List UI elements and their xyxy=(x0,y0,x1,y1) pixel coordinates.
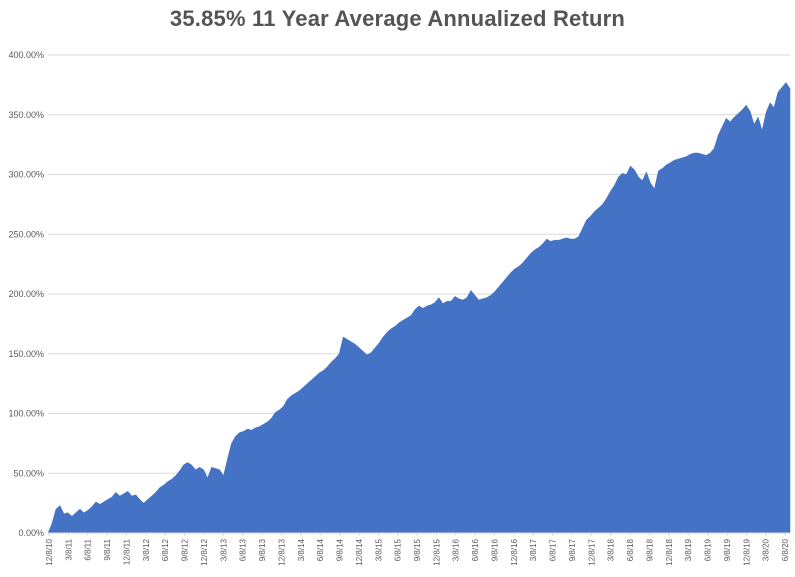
chart-title: 35.85% 11 Year Average Annualized Return xyxy=(169,6,626,31)
y-axis-tick-label: 150.00% xyxy=(8,349,44,359)
x-axis-tick-label: 12/8/15 xyxy=(432,538,441,565)
x-axis-tick-label: 3/8/19 xyxy=(684,538,693,561)
x-axis-tick-label: 9/8/13 xyxy=(258,538,267,561)
x-axis-tick-label: 9/8/16 xyxy=(490,538,499,561)
x-axis-tick-label: 3/8/18 xyxy=(607,538,616,561)
x-axis-tick-label: 9/8/15 xyxy=(413,538,422,561)
x-axis-tick-label: 12/8/11 xyxy=(122,538,131,565)
x-axis-tick-label: 3/8/11 xyxy=(64,538,73,560)
x-axis-tick-label: 6/8/14 xyxy=(316,538,325,561)
x-axis-tick-label: 12/8/17 xyxy=(587,538,596,565)
x-axis-tick-label: 6/8/13 xyxy=(239,538,248,561)
x-axis-tick-label: 12/8/12 xyxy=(200,538,209,565)
x-axis-tick-label: 6/8/18 xyxy=(626,538,635,561)
x-axis-tick-label: 9/8/14 xyxy=(336,538,345,561)
x-axis-tick-label: 6/8/15 xyxy=(394,538,403,561)
x-axis-tick-label: 6/8/11 xyxy=(84,538,93,560)
y-axis-tick-label: 350.00% xyxy=(8,110,44,120)
x-axis-tick-label: 9/8/19 xyxy=(723,538,732,561)
y-axis-tick-label: 0.00% xyxy=(18,528,44,538)
x-axis-tick-label: 3/8/16 xyxy=(452,538,461,561)
x-axis-tick-label: 12/8/19 xyxy=(742,538,751,565)
x-axis-tick-label: 6/8/20 xyxy=(781,538,790,561)
x-axis-tick-label: 12/8/18 xyxy=(665,538,674,565)
x-axis-tick-label: 3/8/14 xyxy=(297,538,306,561)
x-axis-tick-label: 12/8/16 xyxy=(510,538,519,565)
x-axis-tick-label: 12/8/13 xyxy=(277,538,286,565)
x-axis-tick-label: 9/8/11 xyxy=(103,538,112,560)
y-axis-tick-label: 200.00% xyxy=(8,289,44,299)
y-axis-tick-label: 100.00% xyxy=(8,409,44,419)
x-axis-tick-label: 6/8/16 xyxy=(471,538,480,561)
x-axis-tick-label: 3/8/20 xyxy=(762,538,771,561)
y-axis-tick-label: 300.00% xyxy=(8,170,44,180)
x-axis-tick-label: 3/8/13 xyxy=(219,538,228,561)
area-series-cumulative-return xyxy=(47,82,791,534)
x-axis-tick-label: 6/8/17 xyxy=(549,538,558,561)
x-axis-tick-label: 3/8/12 xyxy=(142,538,151,561)
x-axis-tick-label: 9/8/17 xyxy=(568,538,577,561)
x-axis-tick-label: 3/8/15 xyxy=(374,538,383,561)
y-axis-tick-label: 250.00% xyxy=(8,229,44,239)
y-axis-tick-label: 400.00% xyxy=(8,50,44,60)
y-axis-tick-label: 50.00% xyxy=(13,468,44,478)
x-axis-tick-label: 9/8/18 xyxy=(645,538,654,561)
x-axis-tick-label: 6/8/12 xyxy=(161,538,170,561)
x-axis-tick-label: 6/8/19 xyxy=(704,538,713,561)
x-axis-tick-label: 12/8/10 xyxy=(45,538,54,565)
x-axis-tick-label: 3/8/17 xyxy=(529,538,538,561)
x-axis-tick-label: 9/8/12 xyxy=(181,538,190,561)
x-axis-tick-label: 12/8/14 xyxy=(355,538,364,565)
